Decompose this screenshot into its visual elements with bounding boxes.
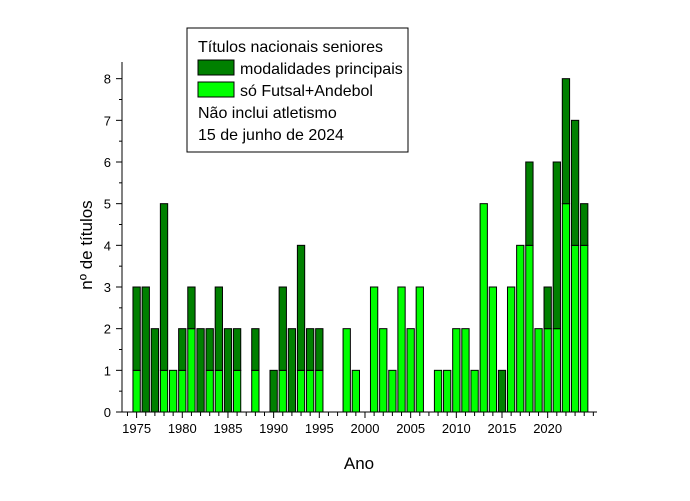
x-tick-label: 2000	[351, 421, 380, 436]
bar-futsal-1999	[351, 369, 360, 413]
x-tick-label: 1985	[214, 421, 243, 436]
bar-futsal-1981	[187, 328, 196, 413]
bar-futsal-1979	[169, 369, 178, 413]
y-tick-label: 5	[104, 197, 111, 212]
bar-futsal-2011	[461, 328, 470, 413]
y-axis-label: nº de títulos	[77, 200, 96, 289]
y-tick-label: 8	[104, 72, 111, 87]
y-tick-label: 7	[104, 113, 111, 128]
bar-main-2022	[561, 78, 571, 205]
x-tick-label: 1990	[259, 421, 288, 436]
legend-swatch-main	[197, 59, 235, 76]
bar-main-2015	[497, 369, 507, 413]
y-tick-label: 4	[104, 238, 111, 253]
bar-futsal-2018	[525, 244, 534, 413]
y-tick-label: 6	[104, 155, 111, 170]
x-tick-label: 2010	[442, 421, 471, 436]
x-tick-label: 1980	[168, 421, 197, 436]
legend-swatch-futsal	[197, 81, 235, 98]
x-tick-label: 2015	[488, 421, 517, 436]
bar-futsal-2020	[543, 328, 552, 413]
bar-futsal-2005	[406, 328, 415, 413]
bar-main-2023	[570, 119, 580, 246]
bar-futsal-2023	[570, 244, 580, 413]
bar-futsal-2004	[397, 286, 406, 413]
bar-main-1988	[251, 328, 260, 371]
bar-futsal-2013	[479, 203, 488, 413]
bar-futsal-2001	[369, 286, 379, 413]
x-tick-label: 1995	[305, 421, 334, 436]
legend-note-2: 15 de junho de 2024	[198, 127, 344, 144]
bar-futsal-2010	[452, 328, 461, 413]
x-axis-label: Ano	[344, 454, 374, 473]
bar-futsal-1984	[214, 369, 223, 413]
bar-futsal-2022	[561, 203, 571, 413]
bar-futsal-2019	[534, 328, 543, 413]
bar-main-1981	[187, 286, 196, 330]
bar-main-1982	[196, 328, 205, 413]
bar-futsal-2008	[433, 369, 443, 413]
bar-futsal-2016	[506, 286, 516, 413]
bar-futsal-1978	[159, 369, 169, 413]
y-tick-label: 0	[104, 405, 111, 420]
bar-main-1995	[315, 328, 324, 371]
bar-futsal-2003	[388, 369, 397, 413]
bar-futsal-1986	[232, 369, 242, 413]
bar-futsal-2012	[470, 369, 479, 413]
bar-futsal-2009	[443, 369, 452, 413]
bar-main-2018	[525, 161, 534, 246]
bar-futsal-1991	[278, 369, 287, 413]
bar-main-1980	[178, 328, 187, 371]
bar-main-1992	[287, 328, 297, 413]
bar-main-2024	[580, 203, 589, 246]
bar-main-1983	[205, 328, 214, 371]
bar-main-1978	[159, 203, 169, 371]
bar-futsal-1994	[306, 369, 315, 413]
legend-label-futsal: só Futsal+Andebol	[240, 83, 373, 100]
bar-main-1977	[150, 328, 160, 413]
bar-main-1994	[306, 328, 315, 371]
bar-main-2020	[543, 286, 552, 330]
y-tick-label: 3	[104, 280, 111, 295]
legend: Títulos nacionais seniores modalidades p…	[186, 27, 409, 153]
y-tick-label: 2	[104, 322, 111, 337]
bar-futsal-2006	[415, 286, 424, 413]
legend-note-1: Não inclui atletismo	[198, 105, 337, 122]
bar-futsal-1993	[296, 369, 306, 413]
bar-futsal-1980	[178, 369, 187, 413]
bar-futsal-2024	[580, 244, 589, 413]
bar-main-1990	[269, 369, 278, 413]
legend-label-main: modalidades principais	[240, 61, 403, 78]
bar-futsal-1995	[315, 369, 324, 413]
bar-futsal-2002	[379, 328, 388, 413]
bar-futsal-1983	[205, 369, 214, 413]
bar-futsal-2017	[516, 244, 525, 413]
x-tick-label: 1975	[122, 421, 151, 436]
legend-title: Títulos nacionais seniores	[198, 39, 383, 56]
bar-main-1986	[232, 328, 242, 371]
bar-futsal-2021	[552, 328, 561, 413]
bar-futsal-1998	[342, 328, 351, 413]
bar-main-1984	[214, 286, 223, 371]
bar-futsal-1988	[251, 369, 260, 413]
bar-main-1991	[278, 286, 287, 371]
bar-futsal-1975	[132, 369, 141, 413]
x-tick-label: 2005	[396, 421, 425, 436]
bar-main-1976	[141, 286, 150, 413]
bar-main-1975	[132, 286, 141, 371]
bar-main-1993	[296, 244, 306, 371]
bar-futsal-2014	[488, 286, 498, 413]
bar-main-1985	[223, 328, 233, 413]
bar-main-2021	[552, 161, 561, 330]
y-tick-label: 1	[104, 363, 111, 378]
x-tick-label: 2020	[533, 421, 562, 436]
